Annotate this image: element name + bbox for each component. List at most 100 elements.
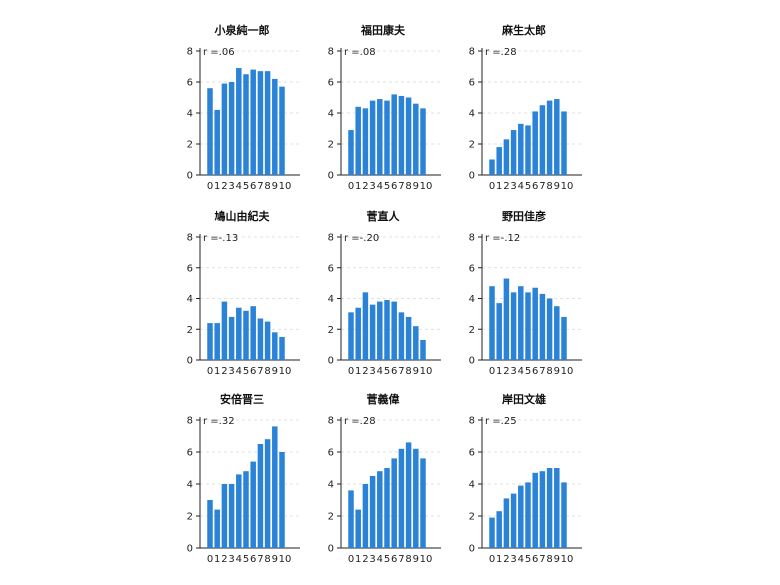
x-tick-label: 7 bbox=[539, 366, 545, 377]
bar bbox=[489, 517, 495, 548]
bar bbox=[384, 468, 390, 548]
x-tick-label: 5 bbox=[243, 366, 249, 377]
x-tick-label: 10 bbox=[561, 181, 574, 192]
y-tick-label: 6 bbox=[187, 263, 193, 274]
x-tick-label: 4 bbox=[377, 366, 383, 377]
x-tick-label: 9 bbox=[413, 181, 419, 192]
x-tick-label: 5 bbox=[243, 554, 249, 565]
y-tick-label: 6 bbox=[328, 448, 334, 459]
x-tick-label: 0 bbox=[207, 554, 213, 565]
bar bbox=[413, 103, 419, 175]
correlation-label: r =.32 bbox=[203, 416, 235, 427]
x-tick-label: 4 bbox=[377, 181, 383, 192]
x-tick-label: 8 bbox=[405, 181, 411, 192]
bar bbox=[236, 68, 242, 175]
bar bbox=[348, 130, 354, 175]
bar bbox=[236, 307, 242, 360]
y-tick-label: 4 bbox=[328, 294, 334, 305]
bar bbox=[264, 439, 271, 548]
bar bbox=[503, 498, 510, 548]
bar bbox=[221, 83, 228, 175]
y-tick-label: 8 bbox=[328, 416, 334, 427]
y-tick-label: 0 bbox=[469, 171, 475, 182]
x-tick-label: 0 bbox=[348, 181, 354, 192]
bar bbox=[362, 484, 369, 548]
bar bbox=[207, 500, 213, 548]
x-tick-label: 9 bbox=[554, 554, 560, 565]
x-tick-label: 4 bbox=[377, 554, 383, 565]
x-tick-label: 0 bbox=[348, 554, 354, 565]
x-tick-label: 0 bbox=[207, 366, 213, 377]
bar bbox=[355, 509, 361, 548]
x-tick-label: 7 bbox=[398, 181, 404, 192]
bar bbox=[420, 108, 426, 175]
bar bbox=[496, 147, 502, 175]
bar bbox=[525, 482, 531, 548]
x-tick-label: 8 bbox=[405, 554, 411, 565]
y-tick-label: 0 bbox=[328, 356, 334, 367]
x-tick-label: 9 bbox=[272, 181, 278, 192]
x-tick-label: 8 bbox=[546, 366, 552, 377]
bar bbox=[214, 109, 220, 175]
bar bbox=[207, 323, 213, 360]
chart-title: 菅義偉 bbox=[367, 392, 400, 406]
x-tick-label: 7 bbox=[398, 554, 404, 565]
y-tick-label: 8 bbox=[469, 233, 475, 244]
x-tick-label: 1 bbox=[214, 181, 220, 192]
bar bbox=[369, 476, 376, 548]
x-tick-label: 3 bbox=[510, 554, 516, 565]
x-tick-label: 4 bbox=[236, 181, 242, 192]
x-tick-label: 2 bbox=[503, 554, 509, 565]
bar bbox=[518, 123, 524, 175]
x-tick-label: 7 bbox=[257, 181, 263, 192]
correlation-label: r =.08 bbox=[344, 47, 376, 58]
x-tick-label: 2 bbox=[221, 554, 227, 565]
bar bbox=[243, 310, 249, 360]
correlation-label: r =.28 bbox=[344, 416, 376, 427]
y-tick-label: 8 bbox=[187, 416, 193, 427]
bar bbox=[532, 287, 538, 360]
chart-title: 小泉純一郎 bbox=[214, 23, 270, 37]
bar bbox=[384, 100, 390, 175]
bar bbox=[264, 71, 271, 175]
x-tick-label: 3 bbox=[228, 554, 234, 565]
y-tick-label: 4 bbox=[187, 109, 193, 120]
x-tick-label: 1 bbox=[355, 554, 361, 565]
y-tick-label: 0 bbox=[187, 544, 193, 555]
x-tick-label: 6 bbox=[250, 366, 256, 377]
x-tick-label: 10 bbox=[279, 366, 292, 377]
x-tick-label: 7 bbox=[539, 181, 545, 192]
bar bbox=[250, 461, 256, 548]
x-tick-label: 6 bbox=[391, 554, 397, 565]
x-tick-label: 6 bbox=[250, 554, 256, 565]
x-tick-label: 3 bbox=[228, 181, 234, 192]
bar bbox=[391, 94, 397, 175]
y-tick-label: 4 bbox=[187, 294, 193, 305]
x-tick-label: 5 bbox=[525, 181, 531, 192]
x-tick-label: 5 bbox=[384, 366, 390, 377]
bar bbox=[207, 88, 213, 175]
bar bbox=[554, 99, 560, 175]
bar bbox=[369, 100, 376, 175]
y-tick-label: 0 bbox=[187, 171, 193, 182]
bar bbox=[525, 125, 531, 175]
x-tick-label: 5 bbox=[384, 181, 390, 192]
bar bbox=[257, 444, 264, 548]
y-tick-label: 4 bbox=[328, 480, 334, 491]
y-tick-label: 8 bbox=[187, 47, 193, 58]
bar bbox=[228, 82, 235, 175]
x-tick-label: 7 bbox=[257, 554, 263, 565]
bar bbox=[546, 100, 553, 175]
chart-title: 岸田文雄 bbox=[502, 392, 546, 406]
y-tick-label: 6 bbox=[187, 78, 193, 89]
bar bbox=[384, 300, 390, 360]
bar bbox=[236, 474, 242, 548]
x-tick-label: 0 bbox=[489, 554, 495, 565]
correlation-label: r =.28 bbox=[485, 47, 517, 58]
